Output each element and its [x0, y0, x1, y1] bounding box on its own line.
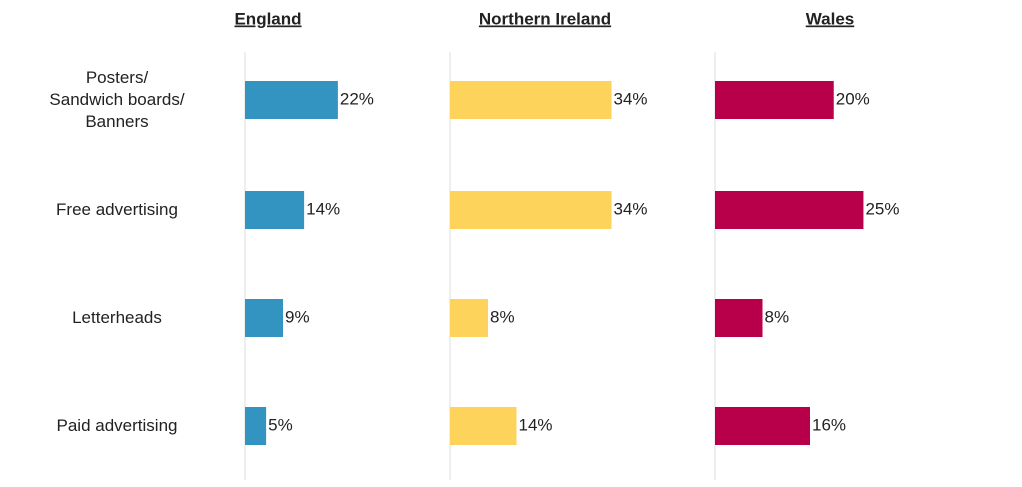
value-label: 34% — [614, 199, 648, 218]
value-label: 14% — [306, 199, 340, 218]
value-label: 5% — [268, 415, 293, 434]
panel-title: Northern Ireland — [479, 9, 611, 28]
bar — [715, 191, 864, 229]
bar — [245, 81, 338, 119]
bar — [450, 81, 612, 119]
value-label: 22% — [340, 89, 374, 108]
category-label: Paid advertising — [56, 416, 178, 435]
bar — [450, 299, 488, 337]
value-label: 20% — [836, 89, 870, 108]
category-label: Posters/ Sandwich boards/ Banners — [49, 68, 185, 131]
bar — [715, 299, 763, 337]
bar — [245, 299, 283, 337]
category-label: Letterheads — [72, 308, 162, 327]
panel-title: England — [234, 9, 301, 28]
bar — [450, 191, 612, 229]
panel-title: Wales — [806, 9, 855, 28]
category-label: Free advertising — [56, 200, 178, 219]
value-label: 34% — [614, 89, 648, 108]
value-label: 25% — [865, 199, 899, 218]
value-label: 8% — [765, 307, 790, 326]
value-label: 14% — [519, 415, 553, 434]
value-label: 8% — [490, 307, 515, 326]
value-label: 16% — [812, 415, 846, 434]
bar — [715, 81, 834, 119]
bar — [450, 407, 517, 445]
value-label: 9% — [285, 307, 310, 326]
bar — [715, 407, 810, 445]
bar — [245, 407, 267, 445]
bar — [245, 191, 305, 229]
